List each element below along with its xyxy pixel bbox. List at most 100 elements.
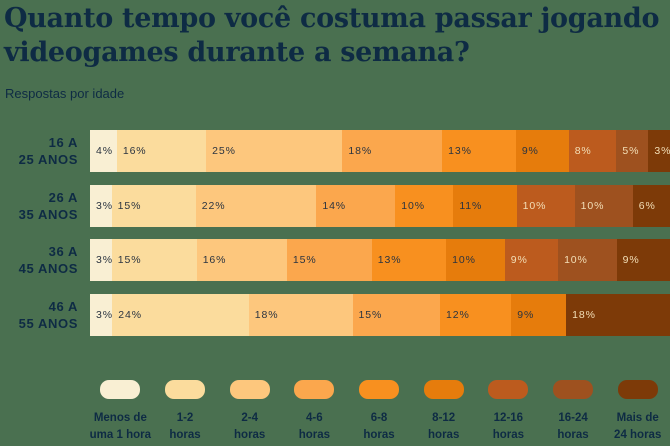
bar-segment: 22% [195,184,317,227]
legend-swatch [100,380,141,399]
legend-item: 8-12 horas [411,380,476,444]
segment-value: 8% [574,145,592,157]
bar-segment: 5% [616,130,649,172]
bar-segment: 3% [90,239,112,281]
bar-segment: 3% [648,130,670,172]
segment-value: 18% [348,145,373,157]
segment-value: 3% [96,199,112,212]
chart-title-line-2: videogames durante a semana? [4,37,470,68]
bar-row: 16 A 25 ANOS 4% 16% 25% 18% 13% 9% 8% 5% 3% [0,130,670,172]
legend-label-line: 6-8 [370,412,388,424]
segment-value: 6% [638,199,656,212]
legend-label-line: horas [169,429,201,441]
segment-value: 9% [622,254,640,266]
bar-segment: 15% [111,239,197,281]
segment-value: 18% [572,308,596,321]
legend-label: 12-16 horas [493,410,524,444]
bar-segment: 24% [112,293,249,336]
segment-value: 3% [654,145,670,157]
segment-value: 13% [377,254,402,266]
chart-title: Quanto tempo você costuma passar jogando… [4,2,668,70]
segment-value: 15% [117,254,142,266]
stacked-bar: 4% 16% 25% 18% 13% 9% 8% 5% 3% [90,130,670,172]
bar-segment: 15% [286,239,372,281]
legend-item: 12-16 horas [476,380,541,444]
legend-label: 8-12 horas [428,410,459,444]
legend-label-line: uma 1 hora [89,429,152,441]
legend-label: 16-24 horas [557,410,588,444]
legend-label-line: 24 horas [614,429,662,441]
row-label: 26 A 35 ANOS [0,185,78,227]
segment-value: 10% [522,199,547,212]
legend-label-line: horas [298,429,331,441]
stacked-bar: 3% 15% 22% 14% 10% 11% 10% 10% 6% [90,184,670,227]
legend-item: Mais de 24 horas [605,380,670,444]
bar-segment: 11% [453,184,517,227]
segment-value: 3% [96,254,112,266]
legend-item: 6-8 horas [347,380,412,444]
row-label-line: 45 ANOS [18,261,78,276]
segment-value: 13% [448,145,472,157]
segment-value: 16% [202,254,227,266]
legend-swatch [359,380,400,399]
segment-value: 16% [122,145,147,157]
legend-label-line: horas [492,429,525,441]
bar-segment: 16% [196,239,287,281]
segment-value: 22% [201,199,226,212]
segment-value: 15% [358,308,383,321]
segment-value: 10% [564,254,588,266]
bar-segment: 10% [516,184,575,227]
bar-segment: 10% [446,239,505,281]
bar-segment: 10% [574,184,633,227]
legend-label: Menos de uma 1 hora [90,410,151,444]
legend-label-line: horas [557,429,589,441]
segment-value: 15% [292,254,317,266]
legend-item: 4-6 horas [282,380,347,444]
bar-segment: 9% [616,239,670,281]
bar-segment: 9% [511,293,567,336]
segment-value: 25% [212,145,236,157]
bar-segment: 10% [395,184,454,227]
legend-label: 4-6 horas [299,410,330,444]
segment-value: 10% [580,199,605,212]
row-label-line: 35 ANOS [18,206,78,222]
segment-value: 11% [459,199,483,212]
bar-segment: 18% [248,293,353,336]
stacked-bar-chart: 16 A 25 ANOS 4% 16% 25% 18% 13% 9% 8% 5% 3% 26 A 35 … [0,130,670,348]
legend-label-line: horas [428,429,460,441]
legend-item: 16-24 horas [541,380,606,444]
segment-value: 24% [118,308,143,321]
bar-segment: 8% [568,130,617,172]
segment-value: 9% [517,308,535,321]
legend-swatch [423,380,464,399]
legend-label-line: 12-16 [493,412,524,424]
legend-swatch [294,380,335,399]
chart-subtitle: Respostas por idade [5,86,125,101]
segment-value: 18% [254,308,279,321]
legend-swatch [553,380,594,399]
legend-swatch [165,380,205,399]
bar-row: 26 A 35 ANOS 3% 15% 22% 14% 10% 11% 10% 10% 6% [0,184,670,227]
legend-item: Menos de uma 1 hora [88,380,153,444]
bar-segment: 9% [515,130,569,172]
bar-segment: 25% [206,130,343,172]
legend-label: 6-8 horas [363,410,394,444]
legend-item: 2-4 horas [217,380,282,444]
legend-label-line: 4-6 [306,412,323,424]
stacked-bar: 3% 24% 18% 15% 12% 9% 18% [90,293,670,336]
segment-value: 10% [452,254,476,266]
segment-value: 10% [401,199,425,212]
legend-label-line: 8-12 [432,412,456,424]
segment-value: 4% [96,145,113,157]
legend-label-line: horas [234,429,266,441]
bar-segment: 9% [504,239,559,281]
chart-title-line-1: Quanto tempo você costuma passar jogando [4,3,660,34]
legend-label-line: horas [363,429,395,441]
row-label-line: 55 ANOS [18,315,78,331]
segment-value: 12% [446,308,470,321]
bar-row: 36 A 45 ANOS 3% 15% 16% 15% 13% 10% 9% 10% 9% [0,239,670,281]
legend-label-line: 16-24 [558,412,588,424]
segment-value: 14% [322,199,347,212]
legend-label-line: Mais de [616,412,659,424]
